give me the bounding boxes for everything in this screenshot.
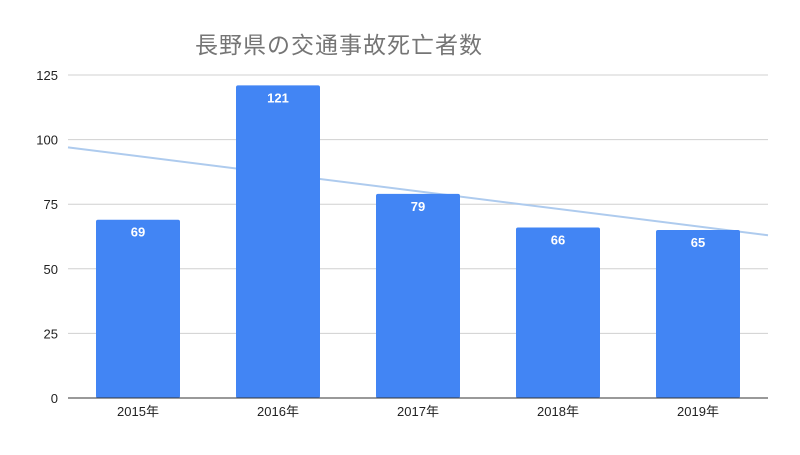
y-tick-label: 75 xyxy=(44,197,58,212)
axes: 0 25 50 75 100 125 2015年 2016年 2017年 2018年 2019年 xyxy=(36,68,768,419)
y-tick-label: 25 xyxy=(44,326,58,341)
data-label: 79 xyxy=(411,199,425,214)
data-label: 121 xyxy=(267,90,289,105)
x-tick-label: 2017年 xyxy=(397,404,439,419)
trendline-layer xyxy=(67,146,769,237)
bar xyxy=(96,219,180,398)
data-labels: 69 121 79 66 65 xyxy=(131,90,705,250)
x-tick-label: 2016年 xyxy=(257,404,299,419)
data-label: 66 xyxy=(551,232,565,247)
bar xyxy=(376,193,460,398)
bars xyxy=(96,85,740,398)
x-tick-label: 2019年 xyxy=(677,404,719,419)
y-tick-label: 125 xyxy=(36,68,58,83)
y-tick-label: 100 xyxy=(36,133,58,148)
y-tick-label: 0 xyxy=(51,391,58,406)
chart-title: 長野県の交通事故死亡者数 xyxy=(195,33,483,59)
bar xyxy=(656,230,740,398)
x-tick-label: 2018年 xyxy=(537,404,579,419)
bar xyxy=(236,85,320,398)
x-tick-label: 2015年 xyxy=(117,404,159,419)
trendline xyxy=(67,146,769,237)
y-tick-label: 50 xyxy=(44,262,58,277)
data-label: 65 xyxy=(691,235,705,250)
data-label: 69 xyxy=(131,225,145,240)
bar xyxy=(516,227,600,398)
